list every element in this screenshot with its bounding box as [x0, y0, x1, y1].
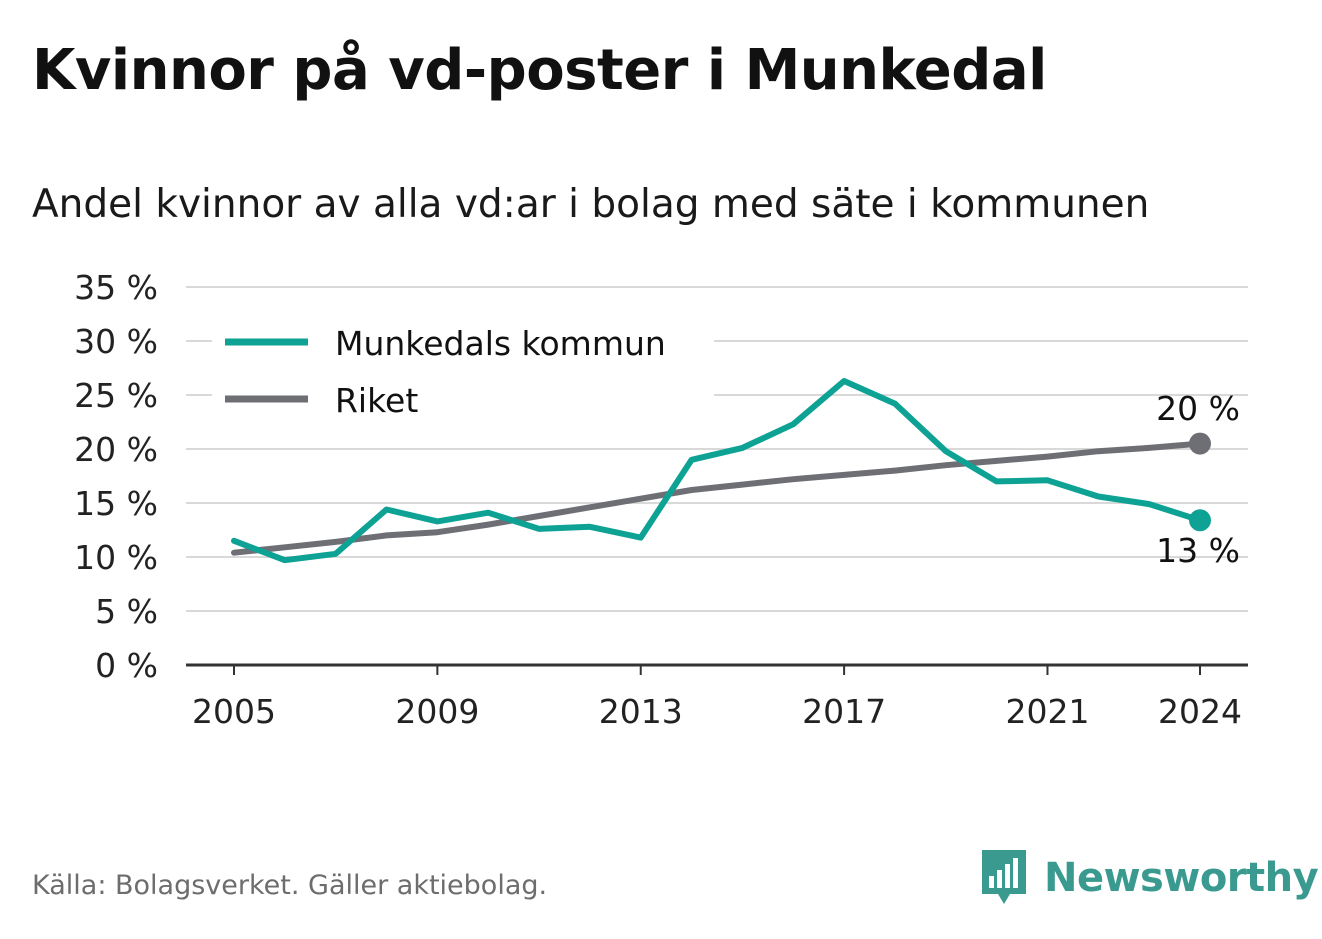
y-tick-label: 35 % — [74, 268, 158, 307]
series-line-riket — [231, 440, 1203, 556]
y-tick-label: 15 % — [74, 484, 158, 523]
brand-name: Newsworthy — [1044, 855, 1319, 901]
series-line-munkedal — [231, 378, 1203, 564]
x-tick-label: 2013 — [599, 692, 683, 731]
end-label-riket: 20 % — [1156, 389, 1240, 428]
end-label-munkedal: 13 % — [1156, 531, 1240, 570]
end-labels: 20 % 13 % — [1156, 389, 1240, 570]
legend: Munkedals kommun Riket — [212, 318, 714, 430]
y-tick-label: 20 % — [74, 430, 158, 469]
series — [231, 378, 1211, 564]
source-note: Källa: Bolagsverket. Gäller aktiebolag. — [32, 870, 548, 901]
x-axis-ticks: 2005 2009 2013 2017 2021 2024 — [192, 665, 1242, 731]
x-tick-label: 2021 — [1005, 692, 1089, 731]
y-tick-label: 10 % — [74, 538, 158, 577]
x-tick-label: 2005 — [192, 692, 276, 731]
chart-subtitle: Andel kvinnor av alla vd:ar i bolag med … — [32, 182, 1150, 227]
legend-label-munkedal: Munkedals kommun — [335, 324, 666, 363]
y-tick-label: 30 % — [74, 322, 158, 361]
y-tick-label: 5 % — [95, 592, 158, 631]
end-point-munkedal — [1189, 509, 1211, 532]
y-tick-label: 0 % — [95, 646, 158, 685]
x-tick-label: 2024 — [1158, 692, 1242, 731]
x-tick-label: 2009 — [395, 692, 479, 731]
chart-title: Kvinnor på vd-poster i Munkedal — [32, 38, 1047, 103]
end-point-riket — [1189, 432, 1211, 455]
y-axis-ticks: 0 % 5 % 10 % 15 % 20 % 25 % 30 % 35 % — [74, 268, 158, 685]
legend-label-riket: Riket — [335, 381, 418, 420]
y-tick-label: 25 % — [74, 376, 158, 415]
brand-logo: Newsworthy — [980, 848, 1319, 908]
newsworthy-bar-chart-icon — [982, 850, 1026, 904]
x-tick-label: 2017 — [802, 692, 886, 731]
